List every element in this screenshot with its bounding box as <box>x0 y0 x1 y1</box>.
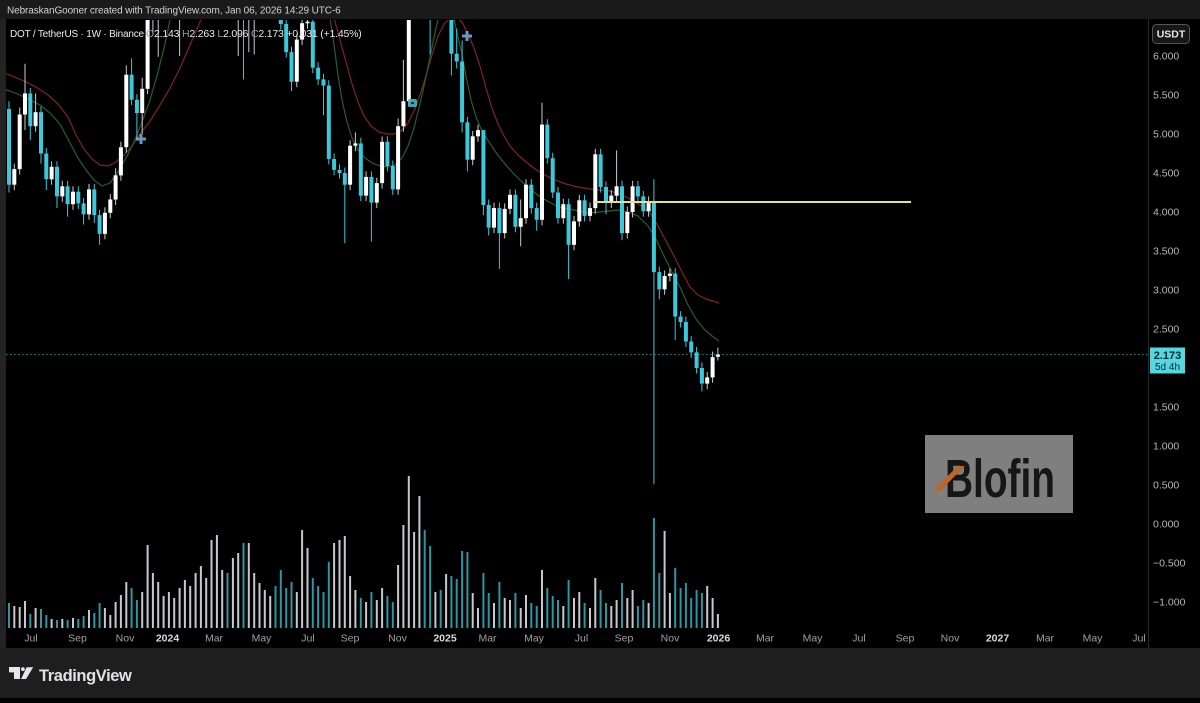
svg-text:Nov: Nov <box>116 633 135 645</box>
svg-text:Mar: Mar <box>756 633 775 645</box>
svg-text:5d 4h: 5d 4h <box>1155 362 1180 373</box>
svg-text:O2.143 H2.263 L2.096 C2.173 +0: O2.143 H2.263 L2.096 C2.173 +0.031 (+1.4… <box>146 28 362 40</box>
svg-text:May: May <box>1083 633 1104 645</box>
svg-text:Jul: Jul <box>301 633 314 645</box>
svg-text:Mar: Mar <box>205 633 224 645</box>
svg-text:Jul: Jul <box>852 633 865 645</box>
svg-text:−1.000: −1.000 <box>1153 597 1186 609</box>
svg-text:5.000: 5.000 <box>1153 129 1179 141</box>
svg-text:6.000: 6.000 <box>1153 51 1179 63</box>
svg-text:May: May <box>524 633 545 645</box>
svg-text:Sep: Sep <box>68 633 87 645</box>
svg-text:NebraskanGooner created with T: NebraskanGooner created with TradingView… <box>7 6 341 17</box>
svg-text:Sep: Sep <box>615 633 634 645</box>
svg-text:Nov: Nov <box>388 633 407 645</box>
svg-text:Jul: Jul <box>24 633 37 645</box>
svg-text:Sep: Sep <box>341 633 360 645</box>
svg-text:Blofin: Blofin <box>945 449 1055 509</box>
svg-text:1.500: 1.500 <box>1153 402 1179 414</box>
svg-text:2.173: 2.173 <box>1154 350 1182 362</box>
svg-text:Nov: Nov <box>941 633 960 645</box>
svg-text:2027: 2027 <box>986 633 1010 645</box>
svg-text:May: May <box>252 633 273 645</box>
svg-text:USDT: USDT <box>1157 29 1186 41</box>
svg-text:Jul: Jul <box>575 633 588 645</box>
svg-text:0.500: 0.500 <box>1153 480 1179 492</box>
svg-text:May: May <box>803 633 824 645</box>
svg-text:Mar: Mar <box>478 633 497 645</box>
svg-text:2025: 2025 <box>433 633 457 645</box>
svg-text:−0.500: −0.500 <box>1153 558 1186 570</box>
svg-text:5.500: 5.500 <box>1153 90 1179 102</box>
svg-text:Jul: Jul <box>1132 633 1145 645</box>
svg-text:Sep: Sep <box>896 633 915 645</box>
svg-text:Nov: Nov <box>661 633 680 645</box>
svg-text:0.000: 0.000 <box>1153 519 1179 531</box>
svg-text:2024: 2024 <box>156 633 180 645</box>
svg-text:4.500: 4.500 <box>1153 168 1179 180</box>
svg-text:1.000: 1.000 <box>1153 441 1179 453</box>
svg-text:TradingView: TradingView <box>39 667 132 685</box>
svg-text:DOT / TetherUS · 1W · Binance: DOT / TetherUS · 1W · Binance <box>10 29 145 40</box>
svg-text:2.500: 2.500 <box>1153 324 1179 336</box>
svg-text:4.000: 4.000 <box>1153 207 1179 219</box>
svg-text:3.500: 3.500 <box>1153 246 1179 258</box>
svg-text:3.000: 3.000 <box>1153 285 1179 297</box>
svg-text:Mar: Mar <box>1036 633 1055 645</box>
svg-text:2026: 2026 <box>707 633 731 645</box>
